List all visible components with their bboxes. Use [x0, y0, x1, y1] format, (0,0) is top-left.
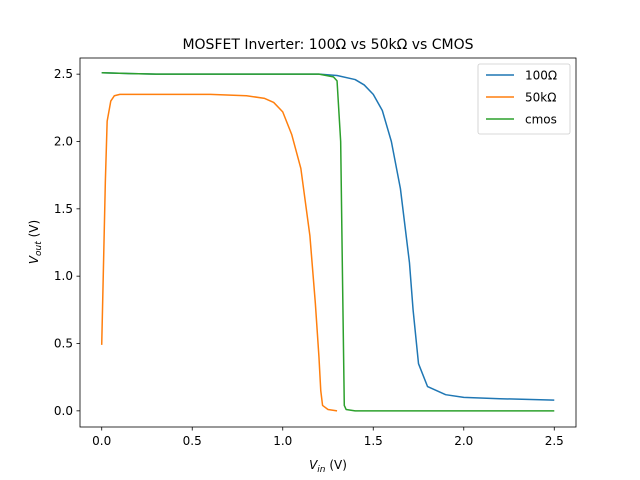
plot-lines	[100, 72, 555, 412]
y-axis-label-sub: out	[34, 241, 44, 256]
x-tick-label: 0.5	[183, 434, 202, 448]
y-tick-label: 2.0	[54, 134, 73, 148]
y-tick-label: 0.0	[54, 404, 73, 418]
y-axis-label-base: V	[27, 255, 41, 264]
legend-label: cmos	[525, 113, 557, 127]
x-axis: 0.0 0.5 1.0 1.5 2.0 2.5	[92, 427, 564, 448]
x-tick-label: 1.0	[273, 434, 292, 448]
x-axis-label-sub: in	[317, 465, 326, 475]
x-axis-label-unit: (V)	[326, 458, 347, 472]
y-tick-label: 1.5	[54, 202, 73, 216]
legend-box	[477, 63, 571, 135]
chart-title: MOSFET Inverter: 100Ω vs 50kΩ vs CMOS	[182, 37, 473, 53]
plot-frame	[79, 57, 577, 428]
y-tick-label: 0.5	[54, 337, 73, 351]
y-axis-label: Vout (V)	[27, 220, 44, 264]
legend: 100Ω 50kΩ cmos	[477, 63, 571, 135]
x-tick-label: 0.0	[92, 434, 111, 448]
x-axis-label: Vin (V)	[309, 458, 347, 475]
y-tick-label: 1.0	[54, 269, 73, 283]
y-tick-label: 2.5	[54, 67, 73, 81]
legend-label: 100Ω	[525, 69, 557, 83]
x-tick-label: 1.5	[364, 434, 383, 448]
x-tick-label: 2.5	[545, 434, 564, 448]
y-axis: 0.0 0.5 1.0 1.5 2.0 2.5	[54, 67, 80, 418]
series-line	[101, 72, 555, 412]
legend-label: 50kΩ	[525, 91, 556, 105]
x-axis-label-base: V	[309, 458, 318, 472]
x-tick-label: 2.0	[454, 434, 473, 448]
y-axis-label-unit: (V)	[27, 220, 41, 241]
series-line	[100, 93, 338, 412]
